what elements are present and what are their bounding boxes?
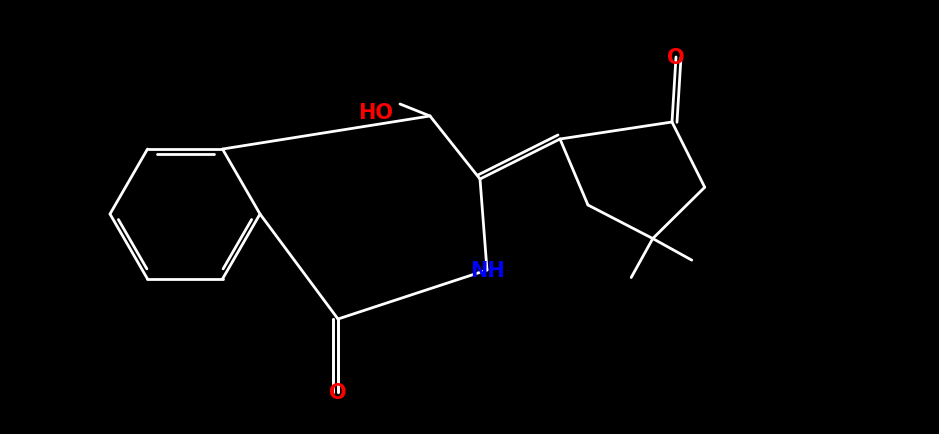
Text: NH: NH [470, 260, 504, 280]
Text: HO: HO [358, 103, 393, 123]
Text: O: O [330, 382, 346, 402]
Text: O: O [668, 48, 685, 68]
